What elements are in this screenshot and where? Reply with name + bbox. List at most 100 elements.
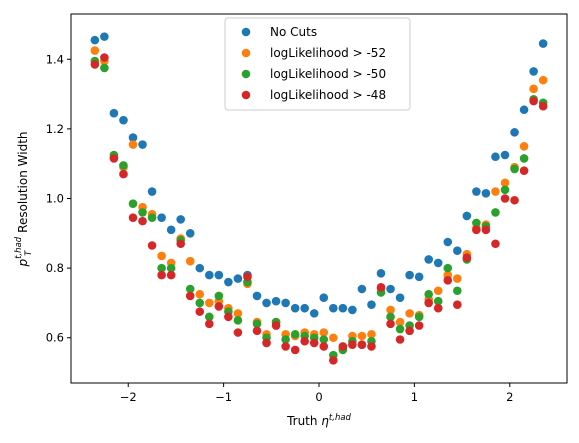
data-point-series-1 [433, 258, 443, 268]
data-point-series-4 [395, 335, 405, 344]
data-point-series-4 [176, 239, 185, 249]
data-point-series-3 [510, 164, 519, 174]
data-point-series-4 [290, 345, 300, 355]
x-tick-label: −1 [215, 390, 232, 404]
data-point-series-4 [300, 336, 309, 346]
data-point-series-2 [195, 289, 205, 299]
data-point-series-1 [224, 277, 233, 287]
data-point-series-3 [319, 335, 329, 344]
data-point-series-1 [252, 291, 262, 301]
data-point-series-1 [309, 309, 319, 318]
data-point-series-1 [100, 32, 109, 41]
data-point-series-4 [462, 253, 472, 262]
data-point-series-3 [395, 324, 405, 334]
data-point-series-4 [319, 342, 329, 351]
data-point-series-1 [271, 296, 281, 306]
data-point-series-4 [109, 154, 119, 163]
data-point-series-2 [538, 75, 548, 85]
data-point-series-1 [157, 213, 166, 222]
data-point-series-1 [510, 128, 519, 137]
data-point-series-2 [491, 187, 500, 196]
data-point-series-1 [481, 188, 491, 198]
data-point-series-4 [90, 60, 100, 69]
data-point-series-1 [166, 225, 176, 235]
data-point-series-4 [538, 101, 548, 111]
data-point-series-4 [338, 342, 348, 351]
data-point-series-4 [138, 216, 147, 226]
data-point-series-2 [185, 256, 195, 266]
data-point-series-4 [472, 225, 481, 235]
data-point-series-1 [519, 105, 529, 115]
data-point-series-1 [491, 152, 500, 162]
data-point-series-2 [405, 309, 414, 318]
data-point-series-3 [233, 316, 243, 325]
legend-marker-3 [241, 69, 251, 79]
data-point-series-1 [405, 270, 414, 280]
x-axis-label-symbol: η [321, 414, 329, 428]
data-point-series-1 [414, 272, 424, 282]
data-point-series-2 [395, 317, 405, 327]
data-point-series-1 [462, 211, 472, 221]
x-tick-label: −2 [120, 390, 137, 404]
data-point-series-4 [386, 319, 395, 329]
data-point-series-2 [329, 333, 338, 343]
data-point-series-1 [500, 150, 510, 160]
data-point-series-4 [424, 298, 433, 308]
legend-label-3: logLikelihood > -50 [270, 67, 386, 81]
data-point-series-3 [185, 284, 195, 294]
data-point-series-4 [281, 342, 290, 351]
data-point-series-1 [472, 187, 481, 196]
data-point-series-4 [100, 53, 109, 62]
legend-label-4: logLikelihood > -48 [270, 88, 386, 102]
data-point-series-2 [519, 141, 529, 151]
data-point-series-4 [491, 239, 500, 249]
data-point-series-4 [529, 96, 538, 106]
x-axis-label: Truth ηt,had [286, 413, 351, 428]
data-point-series-1 [262, 298, 271, 308]
y-tick-label: 0.6 [46, 331, 64, 345]
data-point-series-3 [281, 335, 290, 344]
data-point-series-1 [176, 215, 185, 224]
data-point-series-1 [119, 115, 128, 125]
legend-label-2: logLikelihood > -52 [270, 46, 386, 60]
data-point-series-3 [166, 263, 176, 273]
data-point-series-1 [338, 303, 348, 313]
data-point-series-4 [519, 166, 529, 175]
data-point-series-1 [147, 187, 157, 196]
data-point-series-4 [329, 356, 338, 365]
data-point-series-4 [205, 319, 214, 329]
data-point-series-4 [376, 282, 386, 292]
data-point-series-4 [443, 276, 453, 285]
y-axis-label: pt,hadT Resolution Width [14, 131, 34, 267]
data-point-series-1 [290, 303, 300, 313]
data-point-series-1 [386, 284, 395, 294]
data-point-series-4 [367, 342, 376, 351]
legend-marker-2 [241, 48, 251, 58]
data-point-series-1 [205, 270, 214, 280]
data-point-series-2 [233, 309, 243, 318]
data-point-series-4 [405, 326, 414, 336]
data-point-series-1 [319, 293, 329, 303]
data-point-series-1 [376, 269, 386, 278]
data-point-series-1 [329, 303, 338, 313]
x-tick-label: 0 [315, 390, 322, 404]
data-point-series-2 [453, 274, 462, 283]
data-point-series-1 [195, 263, 205, 273]
y-tick-label: 1.0 [46, 192, 64, 206]
data-point-series-4 [481, 225, 491, 235]
data-point-series-3 [100, 63, 109, 73]
y-axis-label-symbol: p [16, 259, 30, 268]
legend-label-1: No Cuts [270, 25, 317, 39]
data-point-series-2 [386, 305, 395, 315]
data-point-series-1 [357, 284, 367, 294]
data-point-series-4 [128, 213, 138, 222]
data-point-series-4 [357, 340, 367, 350]
data-point-series-4 [195, 307, 205, 316]
data-point-series-2 [157, 251, 166, 261]
data-point-series-4 [500, 194, 510, 203]
y-axis-label-superscript: t,had [14, 236, 24, 259]
data-point-series-4 [262, 338, 271, 348]
data-point-series-4 [214, 302, 224, 311]
data-point-series-3 [500, 185, 510, 195]
